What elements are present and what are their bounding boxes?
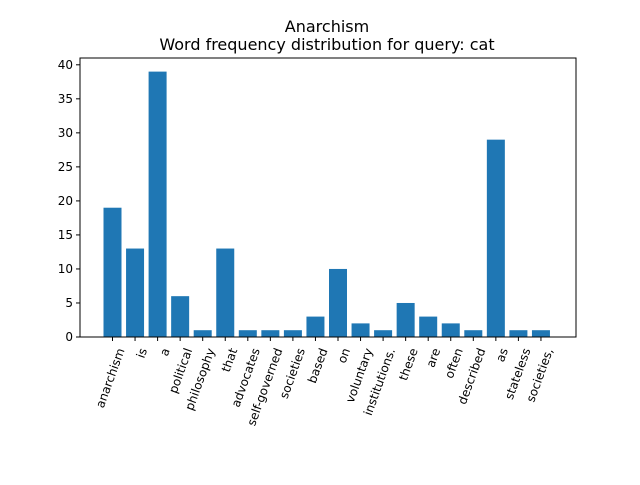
x-tick-label: is — [134, 346, 150, 360]
bar-15 — [441, 323, 460, 337]
bar-4 — [193, 330, 212, 337]
x-tick-label: are — [423, 346, 443, 369]
chart-subtitle: Word frequency distribution for query: c… — [159, 35, 494, 54]
bar-3 — [171, 296, 190, 337]
bar-9 — [306, 316, 325, 337]
bars-layer — [103, 71, 550, 338]
bar-16 — [464, 330, 483, 337]
bar-10 — [329, 268, 347, 337]
x-tick-label: as — [493, 346, 511, 364]
bar-12 — [374, 330, 393, 337]
bar-2 — [148, 71, 167, 338]
bar-17 — [486, 139, 505, 337]
bar-0 — [103, 207, 122, 337]
y-tick-label: 10 — [58, 262, 73, 276]
y-tick-label: 15 — [58, 228, 73, 242]
y-tick-label: 20 — [58, 194, 73, 208]
plot-frame — [79, 57, 577, 338]
y-tick-label: 25 — [58, 160, 73, 174]
bar-7 — [261, 330, 280, 337]
y-tick-label: 30 — [58, 126, 73, 140]
x-tick-label: on — [335, 346, 353, 365]
bar-6 — [238, 330, 257, 337]
y-axis: 0 5 10 15 20 25 30 35 40 — [58, 58, 80, 344]
y-tick-label: 40 — [58, 58, 73, 72]
x-tick-label: a — [157, 346, 173, 358]
bar-8 — [283, 330, 302, 337]
bar-1 — [126, 248, 145, 337]
bar-18 — [509, 330, 528, 337]
bar-19 — [531, 330, 550, 337]
y-tick-label: 35 — [58, 92, 73, 106]
bar-14 — [419, 316, 438, 337]
y-tick-label: 0 — [65, 330, 73, 344]
y-tick-label: 5 — [65, 296, 73, 310]
bar-11 — [351, 323, 370, 337]
chart-title: Anarchism — [285, 17, 369, 36]
bar-5 — [216, 248, 235, 337]
bar-13 — [396, 302, 415, 337]
